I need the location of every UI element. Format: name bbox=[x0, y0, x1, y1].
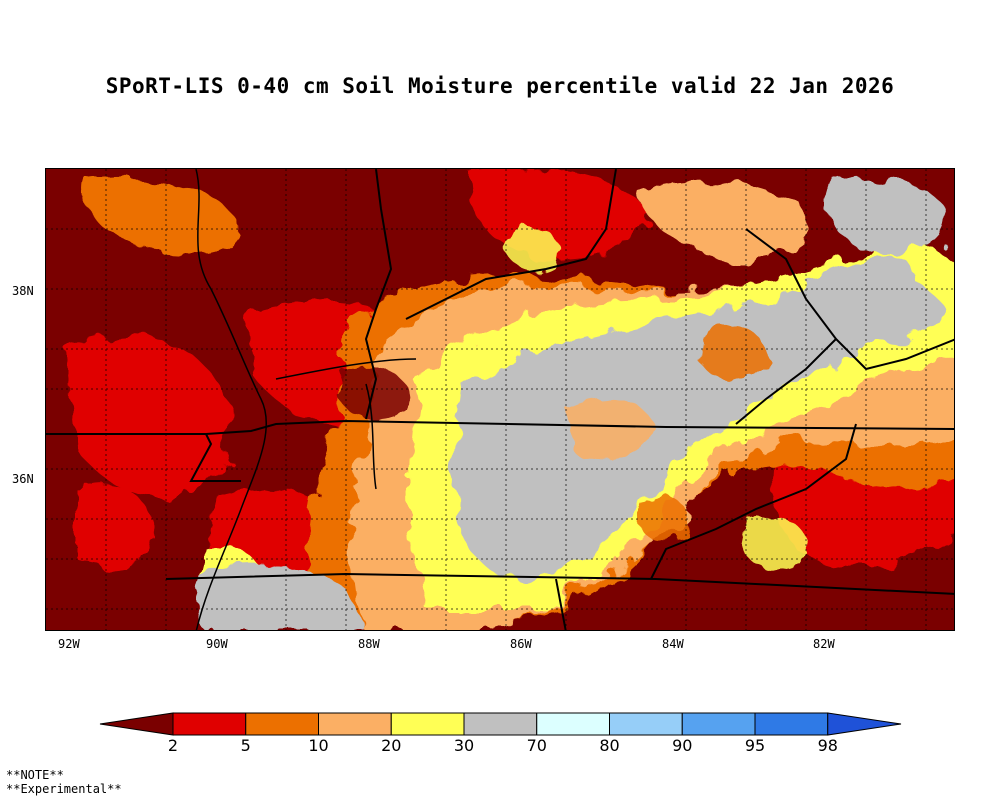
soil-moisture-map bbox=[45, 168, 955, 631]
moisture-field bbox=[46, 169, 954, 630]
colorbar-label: 90 bbox=[672, 736, 693, 755]
moisture-speckle bbox=[336, 226, 808, 570]
colorbar-label: 5 bbox=[240, 736, 251, 755]
lat-label-38n: 38N bbox=[12, 284, 34, 298]
lon-label-82w: 82W bbox=[813, 637, 835, 651]
colorbar-segment bbox=[536, 712, 610, 736]
colorbar-label: 70 bbox=[526, 736, 547, 755]
colorbar-segment bbox=[754, 712, 829, 736]
experimental-label: **Experimental** bbox=[6, 782, 122, 796]
colorbar-label: 20 bbox=[381, 736, 402, 755]
colorbar-label: 2 bbox=[167, 736, 179, 755]
colorbar-segment bbox=[390, 712, 465, 736]
colorbar-label: 95 bbox=[744, 736, 766, 755]
lon-label-88w: 88W bbox=[358, 637, 380, 651]
lon-label-84w: 84W bbox=[662, 637, 684, 651]
colorbar-high-arrow bbox=[827, 712, 902, 736]
colorbar-low-arrow bbox=[99, 712, 174, 736]
colorbar-segment bbox=[609, 712, 683, 736]
colorbar-label: 30 bbox=[453, 736, 475, 755]
state-boundaries bbox=[46, 169, 954, 630]
colorbar-segment bbox=[245, 712, 319, 736]
colorbar-segment bbox=[172, 712, 247, 736]
colorbar-segment bbox=[318, 712, 392, 736]
colorbar-label: 80 bbox=[599, 736, 620, 755]
map-title: SPoRT-LIS 0-40 cm Soil Moisture percenti… bbox=[105, 74, 895, 98]
county-boundaries bbox=[46, 169, 954, 630]
note-label: **NOTE** bbox=[6, 768, 64, 782]
colorbar-segment bbox=[681, 712, 756, 736]
colorbar-segment bbox=[463, 712, 538, 736]
lat-label-36n: 36N bbox=[12, 472, 34, 486]
lon-label-90w: 90W bbox=[206, 637, 228, 651]
colorbar-label: 10 bbox=[308, 736, 329, 755]
rivers bbox=[195, 169, 417, 630]
lon-label-92w: 92W bbox=[58, 637, 80, 651]
lon-label-86w: 86W bbox=[510, 637, 532, 651]
colorbar-label: 98 bbox=[817, 736, 838, 755]
